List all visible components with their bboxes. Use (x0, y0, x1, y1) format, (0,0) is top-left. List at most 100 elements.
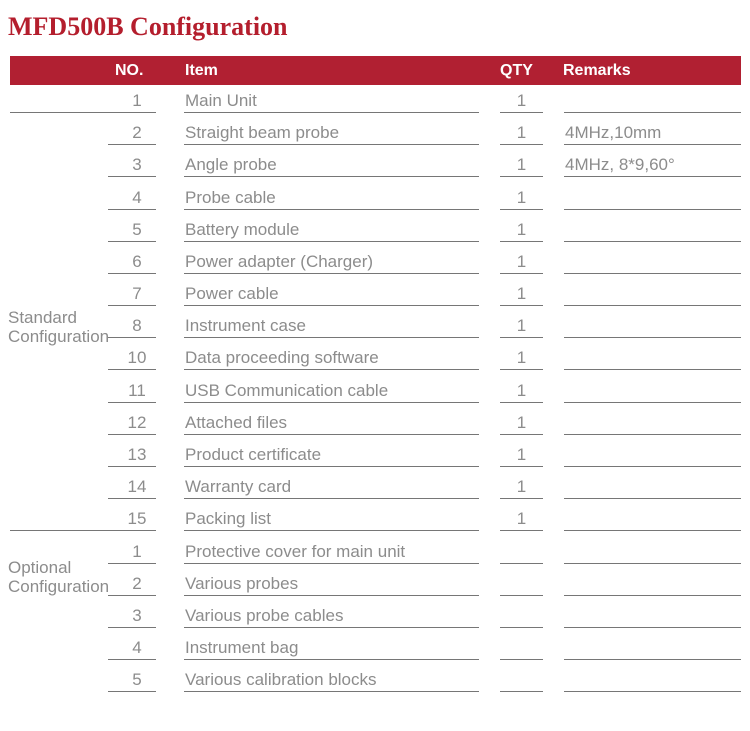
table-row: 2 Various probes (10, 564, 750, 596)
cell-item: Straight beam probe (184, 113, 479, 146)
column-gap (156, 338, 184, 370)
cell-no: 7 (108, 274, 156, 307)
column-gap (479, 467, 500, 499)
cell-item: Warranty card (184, 467, 479, 500)
table-row: 14 Warranty card 1 (10, 467, 750, 500)
cell-qty (500, 596, 543, 628)
page-title: MFD500B Configuration (8, 12, 288, 41)
cell-group-spacer (10, 145, 108, 177)
cell-qty: 1 (500, 467, 543, 500)
cell-group-spacer (10, 660, 108, 692)
column-gap (479, 499, 500, 531)
column-gap (156, 660, 184, 692)
cell-group-spacer (10, 628, 108, 660)
cell-group-spacer (10, 370, 108, 402)
table-header-bar: NO. Item QTY Remarks (10, 56, 741, 85)
column-gap (543, 113, 564, 145)
config-table-rows: 1 Main Unit 1 2 Straight beam probe 1 4M… (0, 81, 750, 693)
column-gap (156, 435, 184, 467)
column-gap (479, 596, 500, 628)
cell-remarks (564, 81, 741, 113)
column-gap (156, 242, 184, 274)
column-gap (479, 210, 500, 242)
cell-no: 11 (108, 370, 156, 403)
column-gap (156, 113, 184, 145)
cell-no: 15 (108, 499, 156, 532)
column-gap (156, 467, 184, 499)
column-gap (479, 660, 500, 692)
column-gap (479, 435, 500, 467)
column-header-qty: QTY (500, 62, 533, 79)
column-header-remarks: Remarks (563, 62, 631, 79)
column-gap (156, 628, 184, 660)
column-gap (156, 564, 184, 596)
column-gap (543, 564, 564, 596)
cell-group-spacer (10, 210, 108, 242)
table-row: 8 Instrument case 1 (10, 306, 750, 339)
cell-qty: 1 (500, 306, 543, 339)
cell-group-spacer (10, 435, 108, 467)
cell-item: Protective cover for main unit (184, 531, 479, 564)
column-gap (479, 242, 500, 274)
table-row: 1 Protective cover for main unit (10, 531, 750, 564)
cell-remarks (564, 177, 741, 210)
cell-remarks (564, 338, 741, 371)
column-gap (543, 499, 564, 531)
cell-item: Various calibration blocks (184, 660, 479, 693)
cell-qty: 1 (500, 177, 543, 210)
cell-remarks (564, 435, 741, 468)
cell-group-spacer (10, 467, 108, 499)
cell-group-spacer (10, 403, 108, 435)
table-row: 3 Angle probe 1 4MHz, 8*9,60° (10, 145, 750, 178)
table-row: 15 Packing list 1 (10, 499, 750, 532)
cell-no: 4 (108, 628, 156, 661)
column-gap (543, 338, 564, 370)
column-gap (543, 370, 564, 402)
column-gap (543, 242, 564, 274)
column-gap (479, 145, 500, 177)
column-gap (156, 210, 184, 242)
cell-remarks: 4MHz, 8*9,60° (564, 145, 741, 178)
column-gap (479, 177, 500, 209)
column-gap (543, 81, 564, 113)
cell-no: 10 (108, 338, 156, 371)
cell-no: 3 (108, 145, 156, 178)
cell-group-spacer (10, 113, 108, 145)
cell-remarks (564, 628, 741, 661)
column-gap (156, 531, 184, 563)
cell-item: Instrument case (184, 306, 479, 339)
cell-qty: 1 (500, 145, 543, 178)
cell-item: USB Communication cable (184, 370, 479, 403)
cell-item: Various probe cables (184, 596, 479, 628)
column-gap (479, 403, 500, 435)
cell-group-spacer (10, 242, 108, 274)
column-header-item: Item (185, 62, 218, 79)
cell-remarks (564, 403, 741, 435)
cell-qty (500, 628, 543, 661)
cell-qty (500, 531, 543, 564)
table-row: 4 Instrument bag (10, 628, 750, 661)
column-gap (479, 306, 500, 338)
column-gap (156, 81, 184, 113)
table-row: 7 Power cable 1 (10, 274, 750, 307)
column-gap (479, 338, 500, 370)
column-gap (543, 306, 564, 338)
cell-qty: 1 (500, 113, 543, 146)
table-row: 13 Product certificate 1 (10, 435, 750, 468)
cell-no: 2 (108, 564, 156, 596)
column-gap (543, 660, 564, 692)
cell-remarks (564, 210, 741, 242)
cell-no: 8 (108, 306, 156, 339)
group-label-standard: Standard Configuration (8, 308, 110, 346)
column-gap (543, 596, 564, 628)
cell-qty: 1 (500, 242, 543, 274)
column-gap (479, 564, 500, 596)
cell-qty (500, 564, 543, 596)
table-row: 1 Main Unit 1 (10, 81, 750, 113)
cell-item: Probe cable (184, 177, 479, 210)
column-gap (479, 370, 500, 402)
cell-item: Main Unit (184, 81, 479, 113)
column-gap (543, 531, 564, 563)
column-gap (543, 210, 564, 242)
